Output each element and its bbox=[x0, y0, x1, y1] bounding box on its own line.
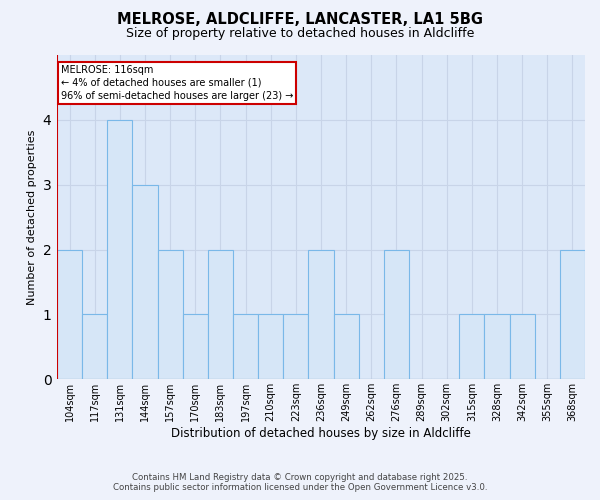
Bar bbox=[384, 250, 409, 380]
X-axis label: Distribution of detached houses by size in Aldcliffe: Distribution of detached houses by size … bbox=[171, 427, 471, 440]
Bar bbox=[82, 314, 107, 380]
Bar bbox=[459, 314, 484, 380]
Bar bbox=[133, 184, 158, 380]
Bar bbox=[208, 250, 233, 380]
Bar bbox=[258, 314, 283, 380]
Text: MELROSE, ALDCLIFFE, LANCASTER, LA1 5BG: MELROSE, ALDCLIFFE, LANCASTER, LA1 5BG bbox=[117, 12, 483, 28]
Bar bbox=[107, 120, 133, 380]
Bar bbox=[158, 250, 183, 380]
Text: Contains HM Land Registry data © Crown copyright and database right 2025.
Contai: Contains HM Land Registry data © Crown c… bbox=[113, 473, 487, 492]
Y-axis label: Number of detached properties: Number of detached properties bbox=[27, 130, 37, 305]
Bar bbox=[57, 250, 82, 380]
Bar bbox=[560, 250, 585, 380]
Bar bbox=[183, 314, 208, 380]
Bar bbox=[334, 314, 359, 380]
Bar bbox=[233, 314, 258, 380]
Text: MELROSE: 116sqm
← 4% of detached houses are smaller (1)
96% of semi-detached hou: MELROSE: 116sqm ← 4% of detached houses … bbox=[61, 64, 293, 101]
Bar bbox=[283, 314, 308, 380]
Bar bbox=[308, 250, 334, 380]
Bar bbox=[484, 314, 509, 380]
Text: Size of property relative to detached houses in Aldcliffe: Size of property relative to detached ho… bbox=[126, 28, 474, 40]
Bar bbox=[509, 314, 535, 380]
